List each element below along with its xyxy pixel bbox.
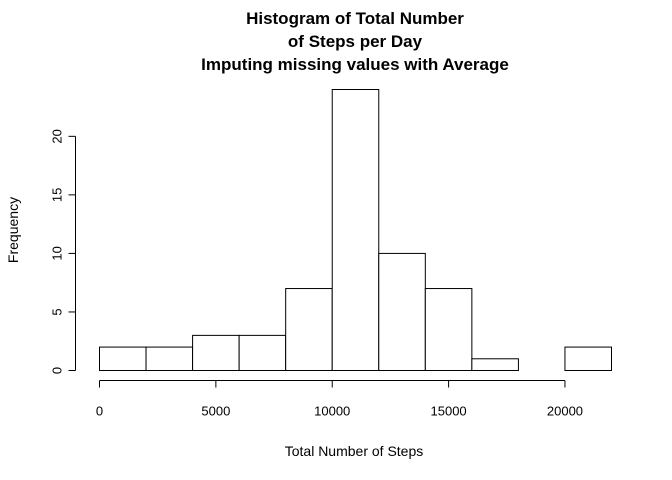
y-tick-label: 10	[50, 246, 65, 260]
title-line-3: Imputing missing values with Average	[201, 55, 509, 74]
histogram-bar	[471, 358, 519, 371]
histogram-bar	[378, 252, 426, 372]
title-line-1: Histogram of Total Number	[246, 9, 464, 28]
histogram-bar	[238, 334, 287, 371]
y-tick-label: 20	[50, 129, 65, 143]
y-axis-label: Frequency	[5, 197, 21, 263]
x-tick-label: 10000	[314, 404, 350, 419]
title-line-2: of Steps per Day	[288, 32, 423, 51]
x-tick-label: 20000	[547, 404, 583, 419]
x-axis-label: Total Number of Steps	[285, 443, 424, 459]
y-tick-label: 15	[50, 188, 65, 202]
histogram-bar	[192, 334, 240, 371]
y-tick-label: 0	[50, 367, 65, 374]
histogram-bar	[424, 288, 473, 371]
x-tick-label: 0	[96, 404, 103, 419]
histogram-bar	[285, 288, 333, 371]
histogram-bar	[99, 346, 147, 372]
chart-title: Histogram of Total Number of Steps per D…	[201, 9, 509, 74]
histogram-bar	[564, 346, 612, 372]
x-tick-label: 5000	[201, 404, 230, 419]
histogram-bars	[99, 89, 612, 372]
y-axis: 0 5 10 15 20	[50, 129, 76, 374]
histogram-bar	[145, 346, 194, 372]
x-axis: 0 5000 10000 15000 20000	[96, 380, 583, 419]
histogram-bar	[331, 89, 380, 371]
x-tick-label: 15000	[431, 404, 467, 419]
y-tick-label: 5	[50, 308, 65, 315]
